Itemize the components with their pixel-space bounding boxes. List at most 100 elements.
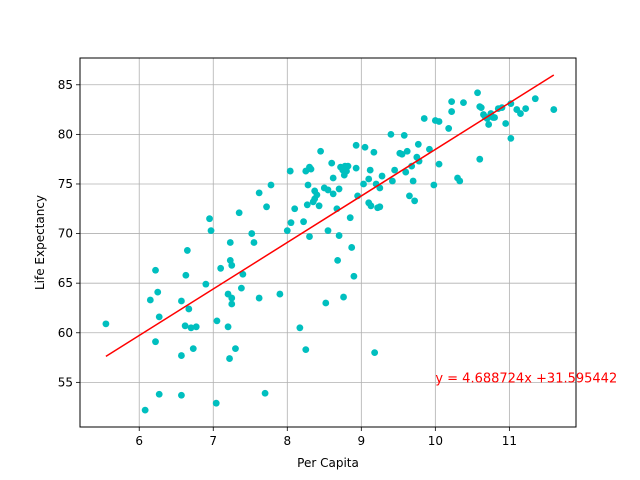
data-point [445, 125, 453, 132]
data-point [152, 266, 159, 274]
data-point [403, 147, 411, 155]
data-point [346, 214, 354, 222]
x-axis-label: Per Capita [297, 456, 359, 470]
data-point [430, 181, 438, 189]
data-point [348, 244, 356, 251]
data-point [237, 284, 245, 292]
data-point [302, 346, 310, 354]
data-point [329, 190, 337, 198]
data-point [448, 108, 456, 115]
data-point [155, 313, 163, 321]
data-point [232, 345, 239, 353]
data-point [365, 175, 373, 183]
y-tick-label: 80 [58, 127, 73, 141]
data-point [182, 271, 190, 279]
grid [80, 58, 576, 427]
data-point [476, 155, 484, 163]
data-point [435, 118, 443, 125]
data-point [389, 177, 396, 185]
data-point [370, 148, 378, 156]
data-point [250, 239, 258, 246]
data-point [155, 390, 163, 398]
data-point [228, 261, 236, 269]
axes-frame [79, 57, 577, 428]
data-point [477, 104, 485, 111]
data-point [287, 219, 295, 227]
data-point [183, 247, 191, 254]
data-point [213, 317, 221, 325]
data-point [185, 305, 193, 313]
data-point [291, 205, 299, 213]
data-point [371, 349, 379, 357]
data-point [202, 280, 210, 288]
data-point [328, 159, 336, 167]
data-point [228, 300, 236, 308]
data-point [340, 293, 347, 301]
data-point [239, 270, 247, 278]
data-point [409, 177, 417, 185]
data-point [408, 162, 416, 170]
data-point [296, 324, 304, 332]
data-point [420, 115, 428, 122]
x-tick-label: 10 [428, 434, 443, 448]
data-point [517, 110, 524, 117]
data-point [263, 203, 270, 211]
data-point [334, 256, 342, 264]
data-point [235, 209, 243, 217]
data-point [448, 98, 456, 106]
data-point [350, 272, 358, 280]
x-tick-label: 11 [502, 434, 517, 448]
data-point [366, 166, 374, 174]
data-point [400, 131, 408, 139]
data-point [335, 232, 343, 239]
data-point [315, 202, 323, 210]
data-point [329, 174, 337, 182]
data-point [178, 297, 185, 305]
data-point [344, 162, 352, 170]
data-point [307, 165, 315, 173]
data-point [391, 166, 399, 174]
data-point [267, 181, 275, 189]
x-tick-label: 7 [209, 434, 217, 448]
data-point [460, 99, 467, 107]
axis-ticks: 6 7 8 9 10 11 55 60 65 70 75 80 85 [58, 78, 517, 448]
data-point [306, 233, 313, 240]
data-points [102, 89, 558, 414]
data-point [187, 324, 195, 332]
data-point [226, 239, 234, 246]
data-point [189, 345, 197, 353]
y-tick-label: 65 [58, 276, 73, 290]
data-point [152, 338, 159, 346]
y-tick-label: 85 [58, 78, 73, 92]
data-point [248, 230, 256, 237]
data-point [303, 201, 311, 209]
data-point [376, 203, 384, 211]
data-point [474, 89, 481, 97]
data-point [286, 167, 294, 175]
data-point [507, 134, 515, 142]
data-point [224, 323, 232, 331]
x-tick-label: 9 [357, 434, 365, 448]
data-point [522, 105, 530, 112]
data-point [178, 391, 185, 399]
data-point [217, 264, 225, 272]
data-point [141, 406, 149, 414]
data-point [352, 164, 360, 172]
data-point [491, 114, 498, 121]
data-point [102, 320, 110, 328]
data-point [352, 141, 360, 149]
data-point [228, 294, 236, 302]
data-point [483, 115, 491, 122]
data-point [456, 177, 464, 185]
data-point [317, 147, 324, 155]
data-point [502, 120, 510, 127]
data-point [387, 130, 395, 138]
data-point [261, 389, 269, 397]
data-point [335, 185, 343, 193]
x-tick-label: 6 [135, 434, 143, 448]
data-point [531, 95, 539, 103]
data-point [324, 186, 332, 194]
data-point [435, 160, 443, 168]
data-point [255, 189, 263, 197]
